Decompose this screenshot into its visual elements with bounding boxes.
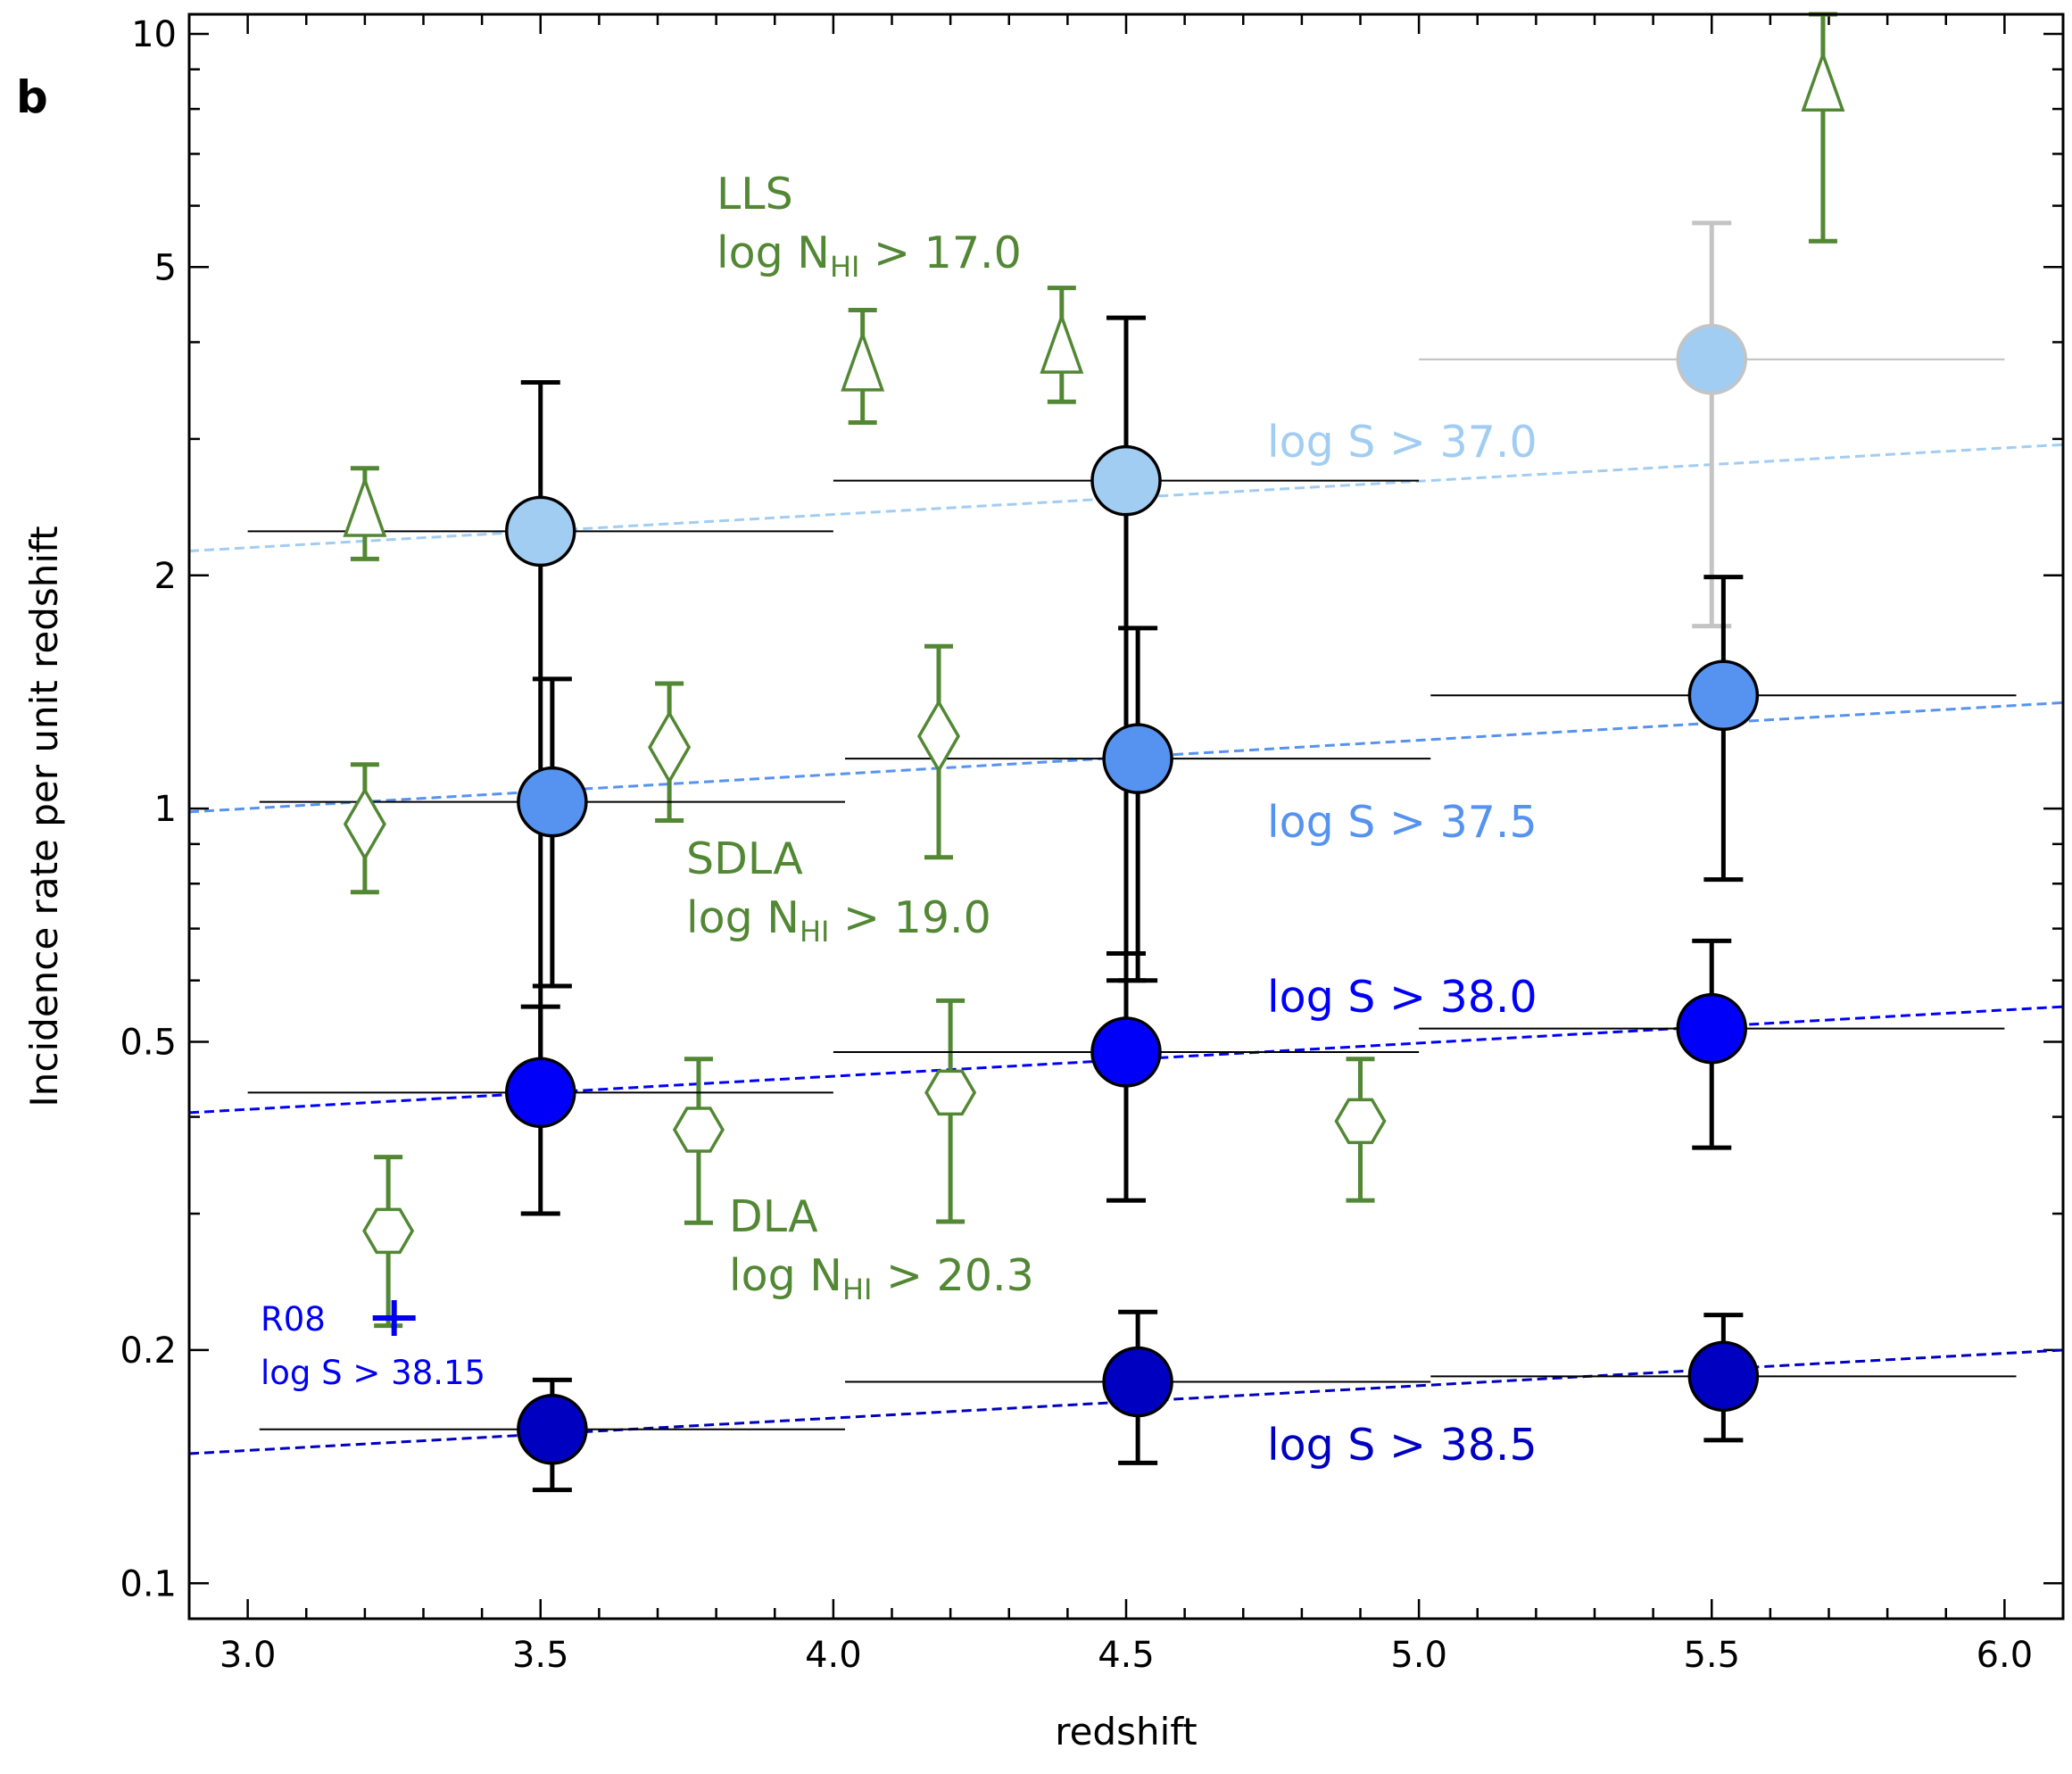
absorber-label-prefix: log N [717,228,830,278]
data-markers [343,50,1845,1465]
dla-marker [924,1069,977,1116]
axes-layer: 3.0 3.5 4.0 4.5 5.0 5.5 6.0 0.1 0.2 0.5 1 2 5 10 [120,14,2065,1676]
y-tick-label: 0.5 [120,1022,177,1063]
series-label: log S > 37.0 [1267,417,1537,468]
x-tick-label: 6.0 [1977,1635,2034,1676]
absorber-label-threshold: log NHI > 20.3 [729,1250,1034,1306]
dla-marker [672,1107,725,1153]
x-tick-label: 3.5 [512,1635,569,1676]
y-tick-label: 0.2 [120,1330,177,1372]
r08-label: R08 [261,1300,326,1339]
y-tick-label: 1 [154,789,177,830]
sdla-marker [343,786,386,861]
series-label: log S > 38.5 [1267,1420,1537,1471]
panel-label: b [16,71,48,123]
absorber-label-threshold: log NHI > 19.0 [686,892,991,949]
data-point [505,1057,576,1129]
absorber-label-prefix: log N [729,1250,842,1301]
absorber-label-subscript: HI [830,250,860,284]
fit-line [188,1005,2064,1115]
data-point [1687,659,1760,732]
absorber-label-threshold: log NHI > 17.0 [717,228,1022,284]
data-point [1090,1016,1162,1088]
absorber-label-subscript: HI [842,1272,873,1306]
data-point [1102,1346,1173,1418]
absorber-label-title: DLA [729,1191,818,1242]
y-tick-label: 5 [154,247,177,288]
x-tick-label: 4.0 [805,1635,862,1676]
y-axis-title: Incidence rate per unit redshift [22,526,66,1107]
data-point [517,766,588,838]
lls-marker [343,475,387,537]
x-axis-title: redshift [1055,1710,1198,1753]
dla-marker [1334,1098,1387,1145]
y-tick-label: 0.1 [120,1563,177,1604]
lls-marker [1040,311,1084,374]
absorber-label-prefix: log N [686,892,800,943]
data-point [1676,992,1747,1065]
absorber-label-title: LLS [717,169,793,220]
series-label: log S > 37.5 [1267,797,1537,848]
plot-frame [187,12,2065,1621]
lls-marker [1801,50,1845,112]
y-tick-label: 2 [154,556,177,597]
dla-marker [362,1207,415,1255]
x-tick-label: 3.0 [220,1635,277,1676]
x-tick-label: 5.0 [1390,1635,1447,1676]
data-point [1687,1340,1760,1413]
absorber-label-title: SDLA [686,833,803,884]
data-point [1090,444,1162,517]
absorber-label-subscript: HI [800,915,830,949]
y-tick-label: 10 [131,14,177,55]
annotations: R08 log S > 38.15 log S > 37.0 log S > 37.5… [261,169,1537,1471]
fit-line [188,443,2064,553]
fit-line [188,700,2064,814]
absorber-label-suffix: > 17.0 [859,228,1021,278]
data-point [1102,723,1173,794]
sdla-marker [648,709,692,784]
r08-sublabel: log S > 38.15 [261,1354,485,1392]
series-label: log S > 38.0 [1267,972,1537,1023]
sdla-marker [916,699,961,774]
lls-marker [841,329,885,392]
data-point [1676,324,1747,395]
absorber-label-suffix: > 20.3 [872,1250,1033,1301]
data-point [517,1394,588,1465]
x-tick-label: 5.5 [1683,1635,1740,1676]
absorber-label-suffix: > 19.0 [829,892,990,943]
data-point [505,495,576,568]
x-tick-label: 4.5 [1098,1635,1155,1676]
